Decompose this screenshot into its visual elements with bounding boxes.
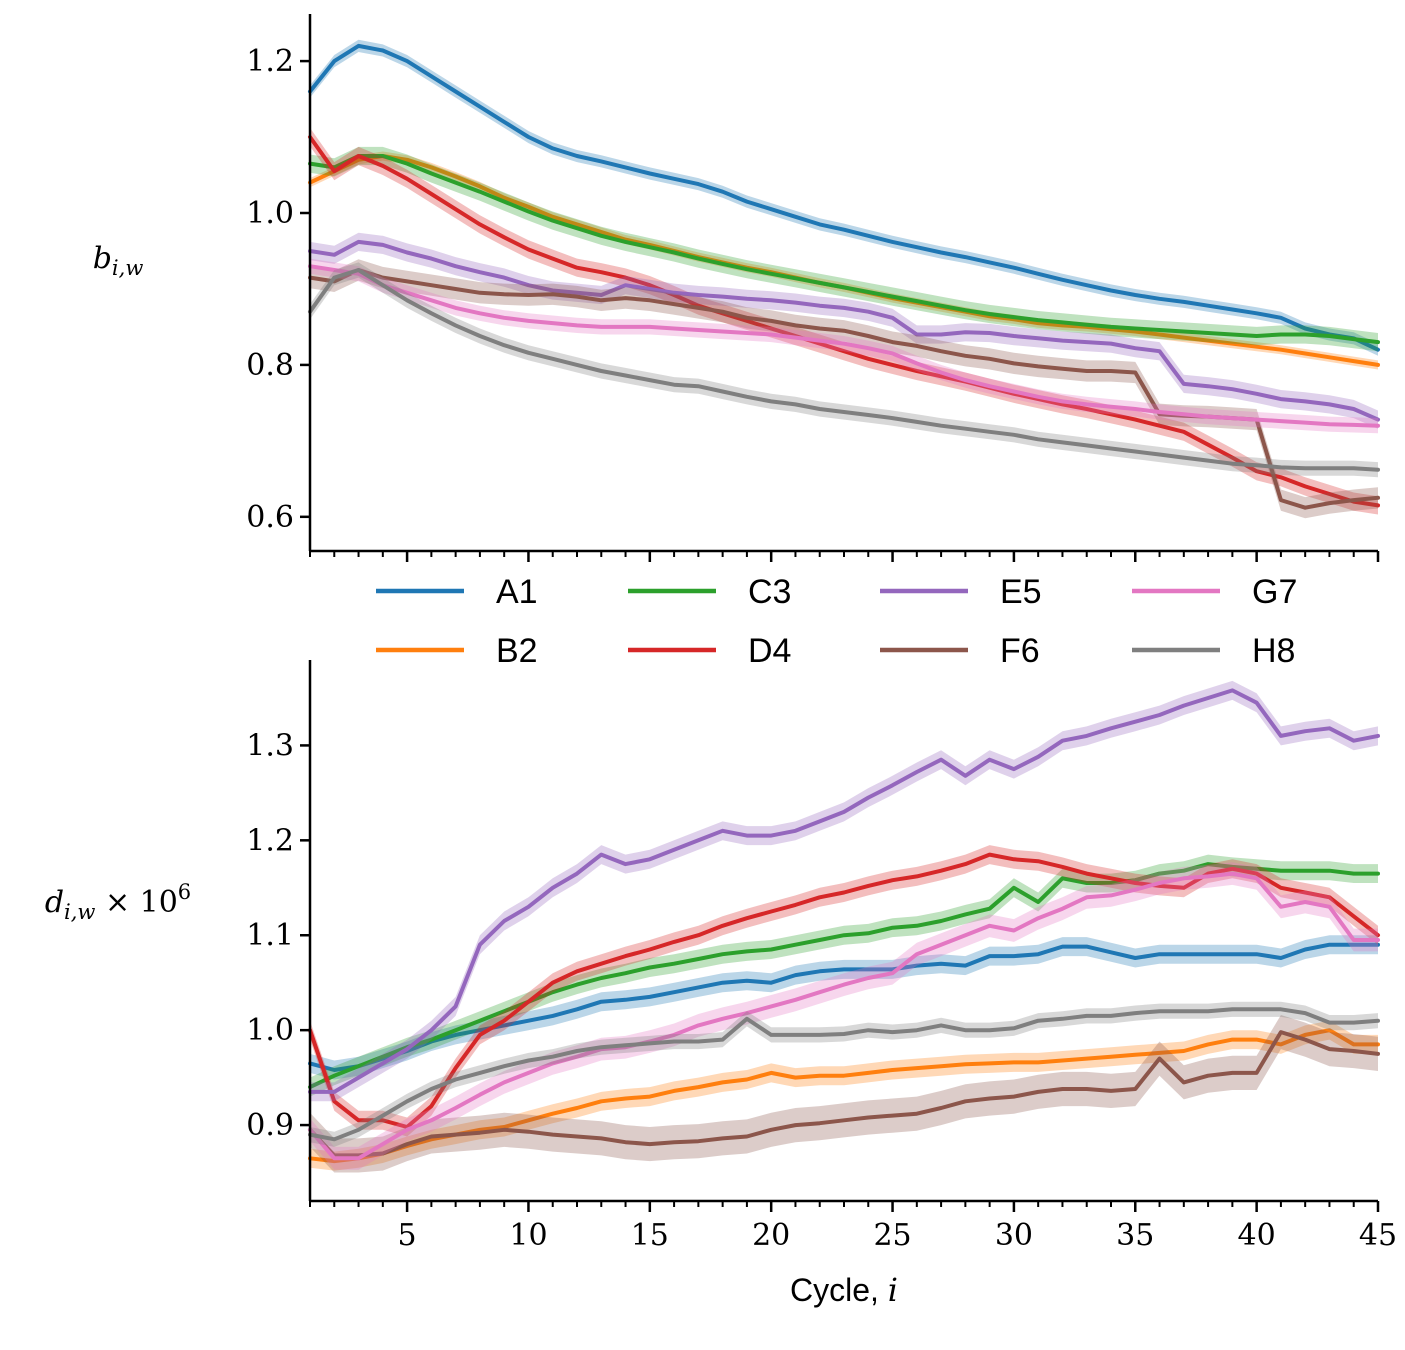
confidence-band-D4 — [310, 127, 1378, 515]
x-tick-label: 40 — [1238, 1218, 1276, 1253]
x-tick-label: 5 — [398, 1218, 417, 1253]
series-line-F6 — [308, 1030, 1380, 1158]
confidence-band-A1 — [310, 935, 1378, 1080]
series-line-D4 — [308, 135, 1380, 508]
bottom-panel: 0.9 1.0 1.1 1.2 1.3 5 10 15 20 25 30 35 40 45 di,w × 1… — [45, 660, 1397, 1309]
x-tick-label: 25 — [873, 1218, 911, 1253]
x-tick-label: 35 — [1116, 1218, 1154, 1253]
confidence-band-G7 — [310, 258, 1378, 434]
legend-label-E5: E5 — [1000, 573, 1042, 611]
legend-label-H8: H8 — [1252, 632, 1295, 670]
confidence-band-H8 — [310, 1001, 1378, 1147]
y-tick-label: 0.9 — [246, 1108, 294, 1143]
series-line-G7 — [308, 264, 1380, 428]
x-tick-label: 30 — [995, 1218, 1033, 1253]
x-axis-label: Cycle, i — [790, 1271, 898, 1309]
x-tick-label: 10 — [509, 1218, 547, 1253]
top-panel: 0.6 0.8 1.0 1.2 bi,w — [93, 14, 1380, 562]
confidence-band-C3 — [310, 854, 1378, 1097]
legend-label-F6: F6 — [1000, 632, 1040, 670]
x-tick-label: 20 — [752, 1218, 790, 1253]
plot-area — [308, 680, 1380, 1173]
x-tick-label: 45 — [1359, 1218, 1397, 1253]
y-tick-label: 1.1 — [246, 918, 294, 953]
legend-label-D4: D4 — [748, 632, 791, 670]
series-line-C3 — [308, 862, 1380, 1090]
series-line-B2 — [308, 1028, 1380, 1164]
series-line-A1 — [308, 43, 1380, 352]
y-tick-label: 0.8 — [246, 348, 294, 383]
confidence-band-E5 — [310, 232, 1378, 429]
confidence-band-F6 — [310, 259, 1378, 519]
series-line-G7 — [308, 871, 1380, 1161]
y-tick-label: 1.2 — [246, 44, 294, 79]
legend: A1 B2 C3 D4 E5 F6 G7 H8 — [376, 573, 1297, 670]
series-line-H8 — [308, 268, 1380, 472]
legend-label-A1: A1 — [496, 573, 538, 611]
confidence-band-D4 — [310, 845, 1378, 1137]
series-line-H8 — [308, 1007, 1380, 1142]
confidence-band-F6 — [310, 1015, 1378, 1173]
y-tick-label: 1.0 — [246, 196, 294, 231]
legend-label-G7: G7 — [1252, 573, 1297, 611]
series-line-E5 — [308, 688, 1380, 1094]
series-line-C3 — [308, 154, 1380, 345]
x-tick-label: 15 — [631, 1218, 669, 1253]
legend-label-C3: C3 — [748, 573, 791, 611]
y-tick-label: 1.0 — [246, 1013, 294, 1048]
plot-area — [308, 39, 1380, 519]
y-tick-label: 0.6 — [246, 500, 294, 535]
y-axis-label: di,w × 106 — [45, 880, 191, 924]
y-tick-label: 1.2 — [246, 823, 294, 858]
series-line-E5 — [308, 239, 1380, 422]
y-tick-label: 1.3 — [246, 728, 294, 763]
confidence-band-A1 — [310, 39, 1378, 356]
y-axis-label: bi,w — [93, 241, 144, 280]
legend-label-B2: B2 — [496, 632, 538, 670]
